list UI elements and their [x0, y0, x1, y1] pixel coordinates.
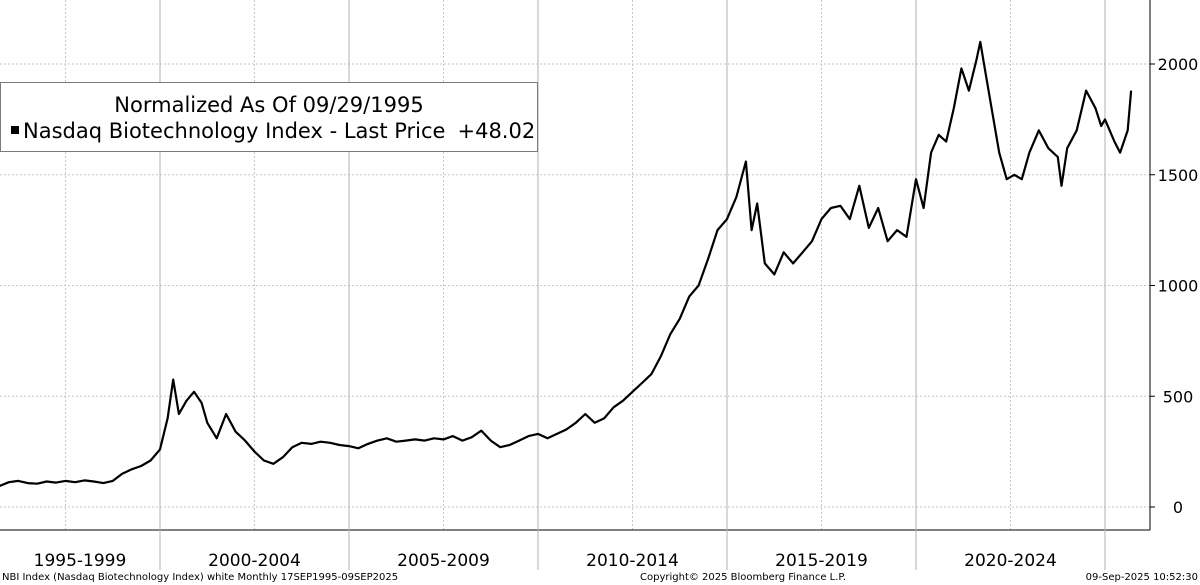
- legend-series-name: Nasdaq Biotechnology Index - Last Price: [23, 119, 446, 143]
- x-period-label: 2020-2024: [964, 551, 1057, 571]
- y-tick-label: 1000: [1158, 277, 1199, 296]
- legend-last-value: +48.02: [457, 119, 536, 143]
- x-period-label: 1995-1999: [34, 551, 127, 571]
- tick-labels: 0 500 1000 1500 2000 1995-1999 2000-2004 2005-2…: [34, 55, 1199, 571]
- legend: Normalized As Of 09/29/1995 Nasdaq Biote…: [0, 82, 538, 152]
- footer-timestamp: 09-Sep-2025 10:52:30: [1085, 572, 1198, 583]
- series-layer: [0, 40, 1133, 487]
- y-tick-label: 0: [1173, 498, 1183, 517]
- y-tick-label: 1500: [1158, 166, 1199, 185]
- footer-ticker-info: NBI Index (Nasdaq Biotechnology Index) w…: [2, 572, 399, 583]
- footer-copyright: Copyright© 2025 Bloomberg Finance L.P.: [640, 572, 847, 583]
- legend-entry: Nasdaq Biotechnology Index - Last Price +…: [11, 119, 535, 143]
- legend-swatch: [11, 126, 19, 134]
- gridlines: [0, 0, 1150, 530]
- x-period-label: 2000-2004: [208, 551, 301, 571]
- y-tick-label: 500: [1163, 387, 1194, 406]
- x-period-label: 2015-2019: [775, 551, 868, 571]
- x-period-label: 2010-2014: [586, 551, 679, 571]
- chart-title: Normalized As Of 09/29/1995: [114, 93, 424, 117]
- series-line-nasdaq-biotech: [0, 40, 1133, 487]
- axes: [0, 0, 1155, 570]
- x-period-label: 2005-2009: [397, 551, 490, 571]
- y-tick-label: 2000: [1158, 55, 1199, 74]
